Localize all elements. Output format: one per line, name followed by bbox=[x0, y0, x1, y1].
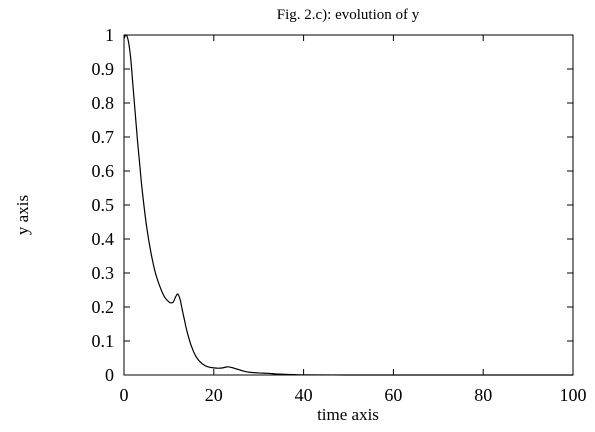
y-tick-label: 0.6 bbox=[92, 161, 115, 181]
x-tick-label: 100 bbox=[560, 385, 587, 405]
plot-frame bbox=[123, 34, 574, 376]
y-tick-label: 0.9 bbox=[92, 59, 115, 79]
x-tick-label: 40 bbox=[295, 385, 313, 405]
x-tick-label: 0 bbox=[120, 385, 129, 405]
x-tick-label: 60 bbox=[384, 385, 402, 405]
series-line bbox=[123, 34, 573, 376]
y-tick-label: 0.5 bbox=[92, 195, 115, 215]
y-axis-label: y axis bbox=[13, 195, 32, 235]
series-layer bbox=[123, 34, 573, 376]
y-tick-label: 0.8 bbox=[92, 93, 115, 113]
chart-title: Fig. 2.c): evolution of y bbox=[277, 7, 420, 23]
x-axis-label: time axis bbox=[317, 405, 379, 424]
y-tick-label: 0.1 bbox=[92, 331, 115, 351]
ticks-layer: 0 20 40 60 80 100 0 0.1 0.2 0.3 0.4 0.5 0.6 0.7 0.8 0.9… bbox=[92, 25, 587, 405]
y-tick-label: 1 bbox=[105, 25, 114, 45]
y-tick-label: 0.2 bbox=[92, 297, 115, 317]
y-tick-label: 0 bbox=[105, 365, 114, 385]
y-tick-label: 0.7 bbox=[92, 127, 115, 147]
x-tick-label: 20 bbox=[205, 385, 223, 405]
x-tick-label: 80 bbox=[474, 385, 492, 405]
y-tick-label: 0.3 bbox=[92, 263, 115, 283]
y-tick-label: 0.4 bbox=[92, 229, 115, 249]
